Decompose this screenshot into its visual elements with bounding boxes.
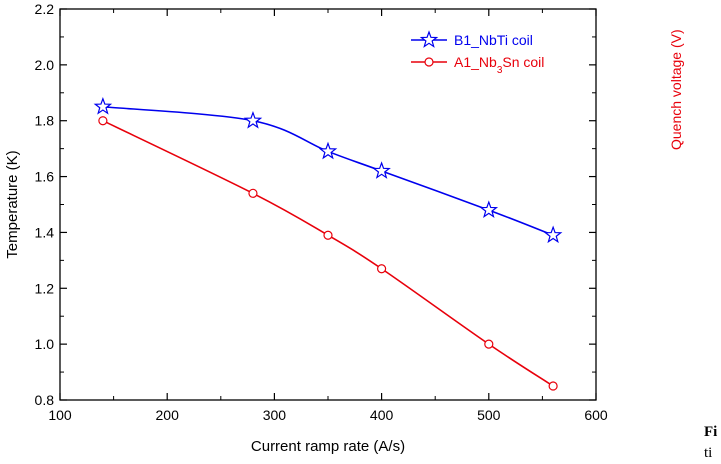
x-tick-label: 500 [477,407,501,423]
x-axis-title: Current ramp rate (A/s) [251,438,405,455]
x-tick-label: 400 [370,407,394,423]
figure-caption-text: ti [704,445,713,461]
circle-data-point [98,116,108,126]
right-axis-title: Quench voltage (V) [668,29,684,150]
star-data-point [318,141,338,160]
legend: B1_NbTi coil A1_Nb3Sn coil [411,30,544,76]
x-tick-label: 100 [48,407,72,423]
x-tick-label: 200 [156,407,180,423]
y-tick-label: 1.8 [35,113,55,129]
legend-label: A1_Nb3Sn coil [454,54,544,76]
axis-ticks [59,8,597,401]
star-data-point [372,161,391,179]
x-tick-label: 300 [263,407,287,423]
legend-label-subscript: 3 [497,65,503,76]
series-1 [98,116,558,391]
series-layer [93,96,563,391]
circle-data-point [323,230,333,240]
y-tick-label: 1.2 [35,280,55,296]
legend-star-marker [419,30,439,48]
y-tick-label: 1.4 [35,224,55,240]
y-axis-title: Temperature (K) [4,150,21,258]
tick-labels: 100 200 300 400 500 600 0.8 1.0 1.2 1.4 1.6 1.8 2.0 2… [35,1,608,423]
figure-caption-label: Fi [704,424,718,440]
y-tick-label: 1.0 [35,336,55,352]
series-0 [93,96,563,244]
y-tick-label: 1.6 [35,169,55,185]
star-data-point [93,96,113,115]
legend-label: B1_NbTi coil [454,32,533,48]
circle-data-point [377,264,387,274]
star-data-point [243,110,263,129]
circle-data-point [484,339,494,349]
star-data-point [543,225,563,244]
y-tick-label: 2.2 [35,1,55,17]
legend-label-part: A1_Nb [454,54,497,70]
y-tick-label: 0.8 [35,392,55,408]
legend-label-part: B1_NbTi coil [454,32,533,48]
x-tick-label: 600 [584,407,608,423]
legend-circle-marker [424,57,434,67]
circle-data-point [248,188,258,198]
legend-label-part: Sn coil [502,54,544,70]
y-tick-label: 2.0 [35,57,55,73]
star-data-point [479,200,499,218]
circle-data-point [548,381,558,391]
